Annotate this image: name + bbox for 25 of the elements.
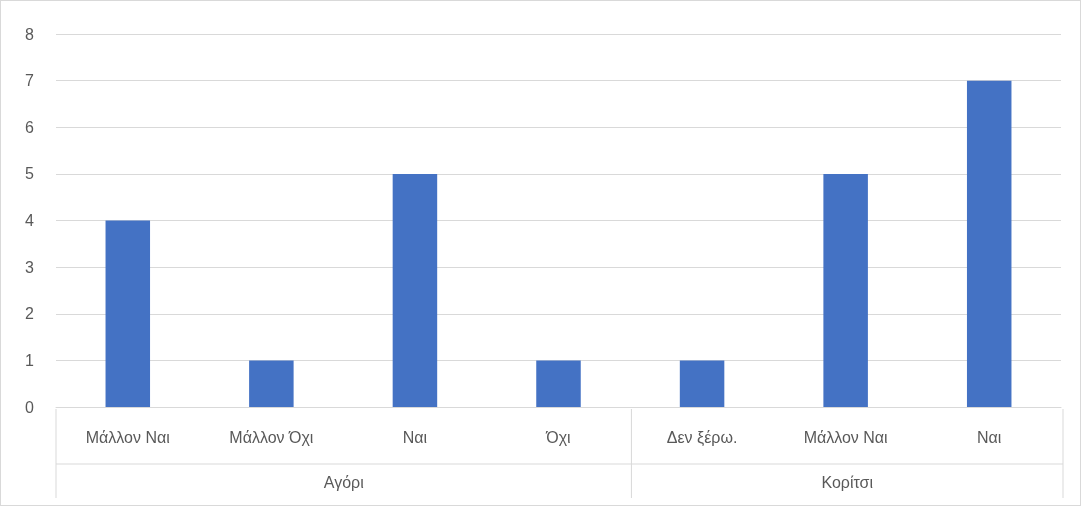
y-tick-label: 4 xyxy=(25,212,35,229)
y-tick-label: 8 xyxy=(25,25,35,43)
text: Κορίτσι xyxy=(821,473,874,491)
x-tick-label: Μάλλον Ναι xyxy=(803,428,889,446)
y-tick-label: 2 xyxy=(25,305,35,323)
y-tick-label: 1 xyxy=(25,351,35,369)
y-tick-label: 5 xyxy=(25,165,35,183)
y-tick-label: 3 xyxy=(25,258,35,276)
x-tick-label: Όχι xyxy=(545,428,572,446)
bar xyxy=(536,360,581,407)
x-tick-label: Ναι xyxy=(977,428,1002,446)
bar xyxy=(966,80,1012,407)
bar xyxy=(105,220,151,407)
x-tick-label: Μάλλον Ναι xyxy=(85,428,171,446)
bar xyxy=(823,173,868,407)
y-tick-label: 7 xyxy=(25,72,35,90)
x-tick-label: Δεν ξέρω. xyxy=(666,428,738,447)
y-tick-label: 0 xyxy=(25,398,35,416)
x-tick-label: Μάλλον Όχι xyxy=(229,428,314,446)
bar xyxy=(679,360,725,407)
bar xyxy=(249,360,294,407)
y-tick-label: 6 xyxy=(25,118,35,136)
text: Αγόρι xyxy=(323,473,365,491)
bar xyxy=(392,173,438,407)
x-tick-label: Ναι xyxy=(402,428,428,446)
